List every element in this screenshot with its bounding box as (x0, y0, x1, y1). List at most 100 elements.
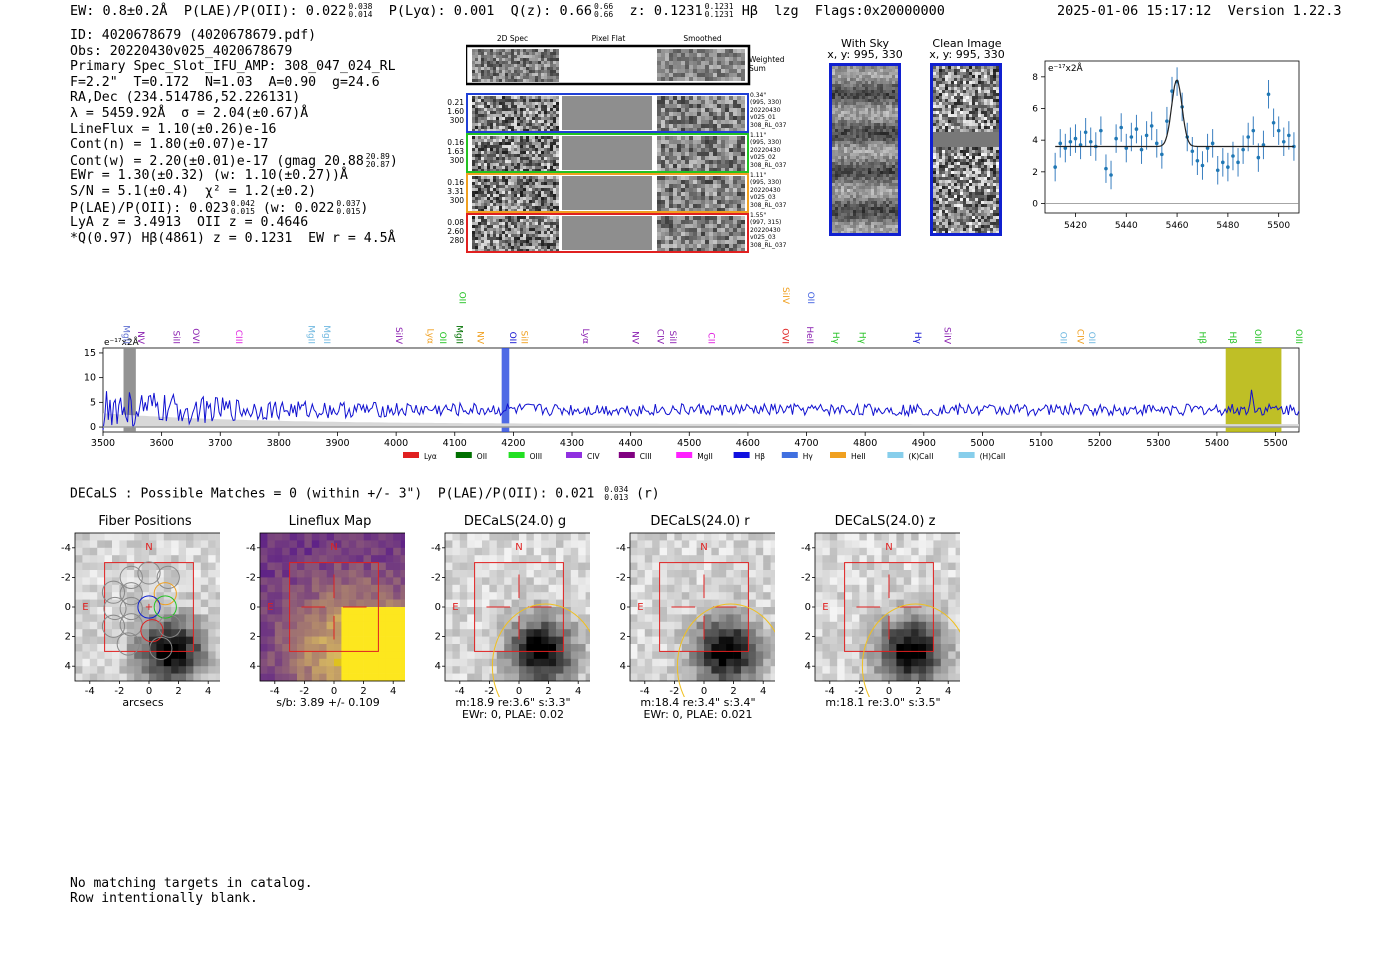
footer-line1: No matching targets in catalog. (70, 876, 313, 891)
spectrum-line-label: HeII (804, 326, 814, 344)
zoom-point (1251, 128, 1256, 133)
cutout-weight-value: 0.21 (447, 98, 464, 107)
cutout-meta-value: v025_03 (750, 234, 776, 242)
info-contw: Cont(w) = 2.20(±0.01)e-17 (gmag 20.88 (70, 153, 364, 169)
zoom-point (1088, 139, 1093, 144)
panel-ytick-label: -2 (801, 572, 811, 583)
fiber-circle (101, 614, 126, 638)
spectrum-line (102, 389, 1300, 431)
spectrum-legend-label: CIII (640, 452, 652, 461)
spectrum-xtick-label: 4100 (443, 438, 467, 449)
cutout-meta-value: 0.34" (750, 92, 767, 99)
header-qz: Q(z): 0.66 (510, 3, 592, 19)
zoom-xtick-label: 5480 (1216, 221, 1239, 231)
spectrum-legend-swatch (781, 452, 798, 458)
spectrum-xtick-label: 5200 (1088, 438, 1112, 449)
with-sky-label: With Sky (841, 37, 889, 50)
panel-xtick-label: 4 (575, 686, 581, 697)
zoom-point (1256, 155, 1261, 160)
spectrum-line-label: Hγ (912, 332, 922, 345)
zoom-xtick-label: 5420 (1064, 221, 1087, 231)
info-plae: P(LAE)/P(OII): 0.023 (70, 200, 229, 216)
info-gmag-lo: 20.87 (365, 159, 390, 169)
panel-xtick-label: -2 (854, 686, 864, 697)
zoom-point (1154, 141, 1159, 146)
header-version: Version 1.22.3 (1227, 3, 1342, 19)
zoom-point (1099, 128, 1103, 133)
zoom-point (1078, 143, 1083, 147)
decals-band: (r) (636, 486, 660, 502)
panel-title: DECaLS(24.0) z (834, 514, 936, 529)
galaxy-ellipse (676, 603, 775, 697)
spectrum-shaded-region (1225, 348, 1282, 432)
header-right: 2025-01-06 15:17:12 Version 1.22.3 (1057, 3, 1342, 19)
cutout-2d-2 (472, 176, 559, 212)
zoom-point (1215, 168, 1220, 173)
zoom-point (1205, 146, 1210, 150)
panel-caption: m:18.9 re:3.6" s:3.3" EWr: 0, PLAE: 0.02 (438, 697, 588, 721)
fiber-circle (137, 595, 161, 619)
panel-caption-line1: m:18.9 re:3.6" s:3.3" (455, 696, 571, 709)
spectrum-ytick-label: 0 (90, 422, 96, 433)
zoom-point (1063, 146, 1068, 150)
spectrum-line-label: OIII (1252, 329, 1262, 344)
panel-ytick-label: -4 (246, 543, 256, 554)
north-label: N (700, 542, 707, 553)
decals-plae-hi: 0.034 (604, 485, 629, 494)
info-obs: Obs: 20220430v025_4020678679 (70, 43, 293, 59)
full-spectrum-chart: 3500 3600 3700 3800 3900 4000 4100 4200 4300 4400… (84, 287, 1303, 461)
panel-ytick-label: 4 (620, 661, 626, 672)
spectrum-line-label: Lyα (580, 329, 590, 345)
spectrum-line-label: Hγ (830, 332, 840, 345)
cutout-meta-value: 308_RL_037 (750, 201, 787, 209)
galaxy-ellipse (491, 603, 590, 697)
zoom-point (1241, 147, 1245, 152)
cutout-2d-0 (472, 96, 559, 132)
spectrum-line-label: NV (475, 331, 485, 345)
header-flags: Flags:0x20000000 (814, 3, 945, 19)
cutout-meta-value: (995, 330) (750, 139, 782, 147)
panel-ytick-label: 0 (250, 602, 256, 613)
spectrum-ytick-label: 5 (90, 397, 96, 408)
fiber-circle (101, 580, 126, 604)
clean-image-label: Clean Image (932, 37, 1002, 50)
zoom-point (1281, 139, 1286, 144)
cutout-weight-value: 0.16 (447, 178, 464, 187)
panel-xtick-label: -2 (669, 686, 679, 697)
panel-ytick-label: 4 (435, 661, 441, 672)
panel-caption: m:18.4 re:3.4" s:3.4" EWr: 0, PLAE: 0.021 (623, 697, 773, 721)
panel-ytick-label: 0 (620, 602, 626, 613)
panel-xtick-label: 0 (516, 686, 522, 697)
cutout-weight-value: 3.31 (447, 187, 464, 196)
info-primary: Primary Spec_Slot_IFU_AMP: 308_047_024_R… (70, 59, 396, 75)
zoom-point (1271, 120, 1276, 125)
clean-image-title: Clean Image x, y: 995, 330 (927, 38, 1007, 60)
spectrum-legend-label: OIII (530, 452, 543, 461)
cutout-meta-value: 308_RL_037 (750, 161, 787, 169)
zoom-point (1114, 136, 1118, 141)
cutout-smooth-2 (657, 176, 745, 212)
zoom-point (1165, 119, 1169, 123)
cutout-meta-2: 1.11" (995, 330) 20220430 v025_03 308_RL_037 (750, 172, 796, 209)
zoom-ytick-label: 2 (1032, 168, 1038, 178)
cutout-weight-value: 280 (449, 236, 464, 245)
cutout-meta-value: v025_03 (750, 194, 776, 202)
zoom-point (1058, 141, 1063, 146)
zoom-point (1190, 149, 1195, 154)
header-qz-lo: 0.66 (593, 10, 614, 19)
cutout-flat-2 (562, 176, 652, 210)
header-plya: P(Lyα): 0.001 (388, 3, 495, 19)
zoom-ytick-label: 4 (1032, 136, 1038, 146)
panel-caption-line2: EWr: 0, PLAE: 0.021 (643, 708, 753, 721)
spectrum-legend-label: (H)CaII (980, 452, 1006, 461)
info-q-line: *Q(0.97) Hβ(4861) z = 0.1231 EW r = 4.5Å (70, 230, 396, 246)
spectrum-line-label: SiII (170, 330, 180, 344)
spectrum-frame (102, 347, 1300, 433)
fiber-circle (119, 596, 143, 621)
fiber-circle (153, 582, 177, 606)
spectrum-line-label: CIII (233, 330, 243, 344)
cutout-meta-value: 1.11" (750, 132, 767, 139)
panel-caption-line1: m:18.4 re:3.4" s:3.4" (640, 696, 756, 709)
decals-summary: DECaLS : Possible Matches = 0 (within +/… (70, 486, 660, 502)
east-label: E (637, 602, 643, 613)
